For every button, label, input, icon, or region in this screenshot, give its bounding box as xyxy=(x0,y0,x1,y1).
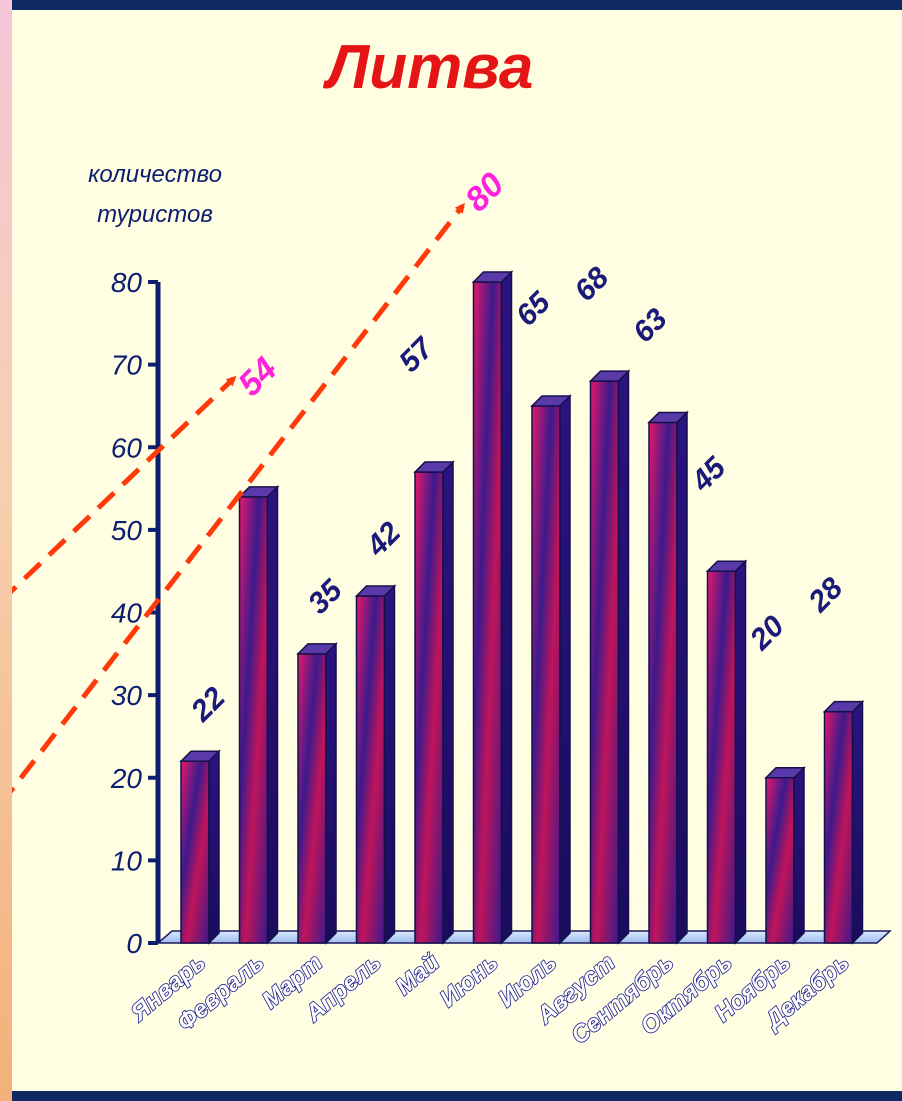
bar-top xyxy=(471,271,514,283)
chart-title: Литва xyxy=(323,33,534,102)
bar-top xyxy=(764,767,806,779)
y-tick-label: 70 xyxy=(111,350,143,381)
y-tick-label: 10 xyxy=(111,845,143,876)
bar-top xyxy=(179,750,221,762)
y-tick-label: 80 xyxy=(111,267,143,298)
y-axis-label-line2: туристов xyxy=(97,201,213,228)
bar-top xyxy=(237,486,280,498)
bar-side xyxy=(793,765,805,945)
data-label: 35 xyxy=(302,573,350,621)
bar-side xyxy=(851,699,864,945)
data-label: 63 xyxy=(627,302,674,349)
bar-top xyxy=(588,370,631,382)
bar xyxy=(297,653,327,944)
data-label: 42 xyxy=(360,516,408,564)
y-tick-label: 50 xyxy=(111,515,143,546)
bar-side xyxy=(325,642,337,945)
bar-side xyxy=(500,270,513,945)
bar-top xyxy=(647,411,689,424)
data-label: 20 xyxy=(743,609,791,657)
bar-side xyxy=(383,584,396,945)
bar xyxy=(765,777,795,944)
data-label: 45 xyxy=(685,450,734,499)
bar-side xyxy=(266,485,279,945)
bar xyxy=(823,710,854,944)
bar-top xyxy=(413,461,455,473)
chart-canvas: Литва количество туристов 0 10 20 30 40 50 60 70 80… xyxy=(12,10,902,1091)
bar xyxy=(238,496,269,944)
data-label: 65 xyxy=(510,285,558,333)
annotation-arrow-80 xyxy=(12,202,465,794)
annotation-arrow-54 xyxy=(12,375,237,594)
bar-side xyxy=(559,394,571,945)
bar-side xyxy=(734,559,747,945)
bar-side xyxy=(676,410,688,945)
bar-chart: Литва количество туристов 0 10 20 30 40 50 60 70 80… xyxy=(12,33,892,1050)
bar-top xyxy=(354,585,397,597)
bar xyxy=(472,281,503,944)
bar xyxy=(414,471,444,944)
data-label: 28 xyxy=(802,571,850,619)
bar-top xyxy=(296,643,338,655)
bar xyxy=(648,421,678,944)
x-tick-label: Июнь xyxy=(435,949,504,1013)
bar xyxy=(531,405,561,944)
y-tick-label: 0 xyxy=(126,928,142,959)
left-gradient-strip xyxy=(0,0,12,1101)
bar-side xyxy=(208,749,220,945)
bar-side xyxy=(442,460,454,945)
bar xyxy=(355,595,386,944)
bar xyxy=(589,380,620,944)
annotation-label-80: 80 xyxy=(458,165,512,219)
annotation-label-54: 54 xyxy=(231,350,285,404)
data-label: 68 xyxy=(568,261,615,308)
data-label: 57 xyxy=(393,331,441,379)
y-tick-label: 20 xyxy=(110,763,143,794)
y-tick-label: 30 xyxy=(111,680,143,711)
bar xyxy=(706,570,737,944)
bar-side xyxy=(617,369,630,945)
y-axis-label-line1: количество xyxy=(88,161,222,188)
y-tick-label: 60 xyxy=(111,432,143,463)
bar-top xyxy=(705,560,748,572)
bar xyxy=(180,760,210,944)
bar-top xyxy=(822,700,865,713)
bar-top xyxy=(530,395,572,407)
data-label: 22 xyxy=(184,681,232,729)
y-tick-label: 40 xyxy=(111,598,143,629)
